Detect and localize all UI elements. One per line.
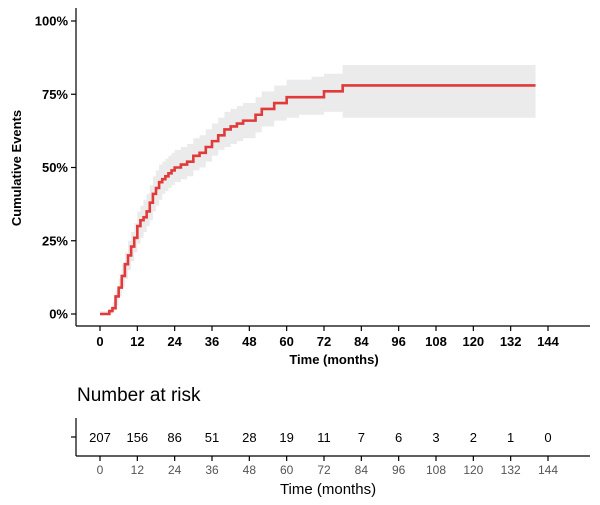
- risk-count: 6: [395, 430, 402, 445]
- risk-x-tick-label: 48: [243, 463, 257, 477]
- risk-count: 7: [358, 430, 365, 445]
- risk-x-tick-label: 12: [131, 463, 145, 477]
- x-tick-label: 108: [425, 334, 447, 349]
- y-tick-label: 0%: [49, 307, 68, 322]
- risk-x-tick-label: 132: [501, 463, 521, 477]
- y-tick-label: 100%: [35, 14, 69, 29]
- x-tick-label: 144: [537, 334, 559, 349]
- risk-x-tick-label: 24: [168, 463, 182, 477]
- risk-count: 2: [470, 430, 477, 445]
- risk-count: 11: [317, 430, 331, 445]
- risk-x-tick-label: 96: [392, 463, 406, 477]
- confidence-band: [100, 64, 536, 314]
- risk-x-tick-label: 72: [317, 463, 331, 477]
- risk-counts: 207 156 86 51 28 19 11 7 6 3 2 1 0: [89, 430, 551, 445]
- x-tick-label: 72: [317, 334, 331, 349]
- cumulative-events-plot: 0% 25% 50% 75% 100% 0 12 24 36 48 60 72 84 96 108 120 1…: [9, 8, 590, 367]
- risk-x-tick-label: 144: [538, 463, 558, 477]
- risk-x-axis-title: Time (months): [280, 481, 376, 498]
- x-tick-label: 12: [130, 334, 144, 349]
- risk-count: 51: [205, 430, 219, 445]
- risk-x-tick-label: 108: [426, 463, 446, 477]
- y-axis-title: Cumulative Events: [9, 110, 24, 226]
- risk-x-tick-label: 84: [355, 463, 369, 477]
- x-tick-label: 96: [391, 334, 405, 349]
- risk-x-tick-label: 0: [97, 463, 104, 477]
- x-tick-label: 48: [242, 334, 256, 349]
- y-axis-ticks: 0% 25% 50% 75% 100%: [35, 14, 76, 322]
- x-tick-label: 132: [500, 334, 522, 349]
- x-tick-label: 84: [354, 334, 369, 349]
- risk-x-tick-label: 120: [463, 463, 483, 477]
- x-axis-title: Time (months): [289, 352, 378, 367]
- risk-count: 19: [279, 430, 293, 445]
- y-tick-label: 50%: [42, 160, 68, 175]
- x-tick-label: 24: [167, 334, 182, 349]
- risk-count: 3: [432, 430, 439, 445]
- x-tick-label: 60: [279, 334, 293, 349]
- risk-table-title: Number at risk: [77, 385, 201, 406]
- risk-x-tick-label: 60: [280, 463, 294, 477]
- risk-x-tick-label: 36: [205, 463, 219, 477]
- risk-count: 0: [544, 430, 551, 445]
- risk-count: 207: [89, 430, 111, 445]
- x-tick-label: 36: [205, 334, 219, 349]
- risk-count: 1: [507, 430, 514, 445]
- y-tick-label: 25%: [42, 233, 68, 248]
- risk-count: 28: [242, 430, 256, 445]
- risk-count: 156: [126, 430, 148, 445]
- risk-x-axis-ticks: 0 12 24 36 48 60 72 84 96 108 120 132 144: [97, 456, 558, 477]
- number-at-risk-table: Number at risk 207 156 86 51 28 19 11 7 6 3 2 1 0 0 1…: [71, 385, 590, 498]
- y-tick-label: 75%: [42, 87, 68, 102]
- x-tick-label: 120: [462, 334, 484, 349]
- x-tick-label: 0: [96, 334, 103, 349]
- risk-count: 86: [167, 430, 181, 445]
- x-axis-ticks: 0 12 24 36 48 60 72 84 96 108 120 132 144: [96, 326, 560, 349]
- cumulative-events-line: [100, 84, 536, 316]
